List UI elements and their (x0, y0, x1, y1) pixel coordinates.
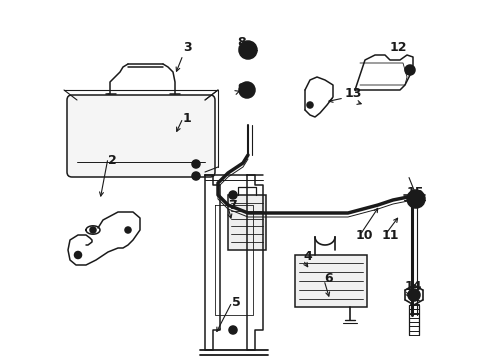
Circle shape (229, 191, 237, 199)
Text: 11: 11 (382, 229, 399, 242)
Circle shape (407, 190, 425, 208)
Text: 13: 13 (345, 86, 363, 99)
Text: 3: 3 (183, 41, 192, 54)
FancyBboxPatch shape (67, 95, 215, 177)
Circle shape (411, 194, 421, 204)
Text: 14: 14 (405, 280, 422, 293)
Text: 15: 15 (407, 185, 424, 198)
Circle shape (192, 172, 200, 180)
Text: 6: 6 (324, 271, 333, 284)
Circle shape (74, 252, 81, 258)
Text: 12: 12 (390, 41, 408, 54)
Text: 2: 2 (108, 153, 117, 166)
Circle shape (307, 102, 313, 108)
Circle shape (229, 326, 237, 334)
Text: 10: 10 (356, 229, 373, 242)
Circle shape (192, 160, 200, 168)
Text: 5: 5 (232, 296, 241, 309)
Text: 7: 7 (228, 198, 237, 212)
Text: 9: 9 (237, 81, 245, 95)
Circle shape (239, 82, 255, 98)
Circle shape (90, 227, 96, 233)
Text: 1: 1 (183, 112, 192, 125)
Text: 4: 4 (303, 251, 312, 264)
Circle shape (408, 289, 420, 301)
Bar (228, 195, 266, 250)
Text: 8: 8 (237, 36, 245, 49)
Circle shape (243, 45, 253, 55)
Circle shape (239, 41, 257, 59)
Circle shape (405, 65, 415, 75)
Bar (295, 255, 367, 307)
Circle shape (243, 86, 251, 94)
Circle shape (125, 227, 131, 233)
